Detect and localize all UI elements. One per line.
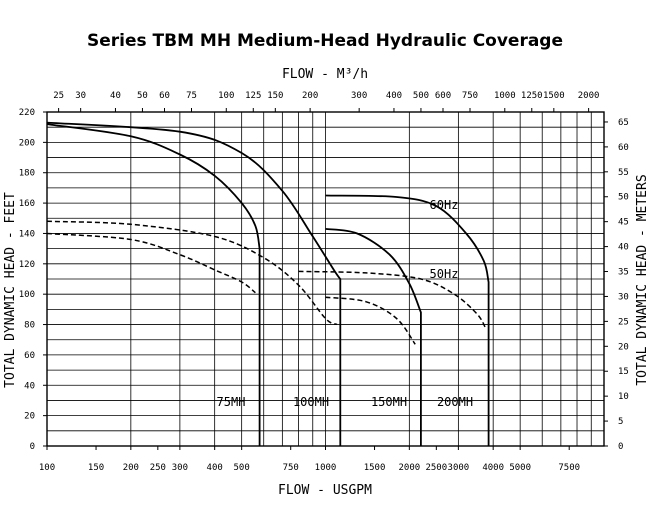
model-label-100mh: 100MH [293, 395, 329, 409]
x2-tick-label: 1250 [521, 91, 543, 101]
y2-tick-label: 45 [618, 218, 629, 228]
x-tick-label: 200 [123, 463, 139, 473]
ticks: 100 150 200 250 300 400 500 750 1000 1500 2000 2500… [19, 91, 629, 473]
x2-tick-label: 200 [302, 91, 318, 101]
frequency-label-60hz: 60Hz [430, 198, 459, 212]
curve-150mh-60hz [325, 228, 422, 446]
curve-100mh-50hz [46, 220, 338, 326]
curve-200mh-50hz [298, 270, 487, 328]
x2-tick-label: 500 [413, 91, 429, 101]
curves [46, 121, 490, 446]
x2-tick-label: 60 [159, 91, 170, 101]
x-tick-label: 400 [207, 463, 223, 473]
model-label-200mh: 200MH [437, 395, 473, 409]
x2-tick-label: 400 [386, 91, 402, 101]
y-tick-label: 200 [19, 138, 35, 148]
x2-tick-label: 50 [137, 91, 148, 101]
chart-title: Series TBM MH Medium-Head Hydraulic Cove… [87, 31, 563, 51]
curve-labels: 75MH 100MH 150MH 200MH 60Hz 50Hz [217, 198, 474, 409]
y-tick-label: 20 [24, 412, 35, 422]
x-tick-label: 500 [234, 463, 250, 473]
x2-tick-label: 2000 [578, 91, 600, 101]
y2-tick-label: 5 [618, 417, 623, 427]
x-tick-label: 5000 [509, 463, 531, 473]
x-tick-label: 7500 [558, 463, 580, 473]
x-tick-label: 250 [150, 463, 166, 473]
x-tick-label: 150 [88, 463, 104, 473]
x-tick-label: 2000 [398, 463, 420, 473]
y-tick-label: 140 [19, 229, 35, 239]
curve-75mh-50hz [46, 232, 256, 294]
y2-tick-label: 65 [618, 118, 629, 128]
x-tick-label: 3000 [448, 463, 470, 473]
y2-tick-label: 55 [618, 168, 629, 178]
x2-axis-title: FLOW - M³/h [282, 67, 368, 82]
y-tick-label: 220 [19, 108, 35, 118]
curve-200mh-60hz [325, 194, 490, 446]
x2-tick-label: 40 [110, 91, 121, 101]
y2-tick-label: 50 [618, 193, 629, 203]
x2-tick-label: 1000 [494, 91, 516, 101]
y-tick-label: 0 [30, 442, 35, 452]
y2-tick-label: 15 [618, 367, 629, 377]
y-tick-label: 100 [19, 290, 35, 300]
x2-tick-label: 125 [245, 91, 261, 101]
y-tick-label: 180 [19, 169, 35, 179]
x-tick-label: 2500 [425, 463, 447, 473]
x-tick-label: 1500 [364, 463, 386, 473]
curve-75mh-60hz [46, 123, 261, 446]
curve-150mh-50hz [325, 296, 416, 345]
y2-tick-label: 30 [618, 292, 629, 302]
x-tick-label: 750 [283, 463, 299, 473]
frequency-label-50hz: 50Hz [430, 267, 459, 281]
y2-tick-label: 40 [618, 243, 629, 253]
y-tick-label: 160 [19, 199, 35, 209]
y-tick-label: 120 [19, 260, 35, 270]
x2-tick-label: 100 [218, 91, 234, 101]
x2-tick-label: 30 [75, 91, 86, 101]
x-axis-title: FLOW - USGPM [278, 483, 372, 498]
model-label-75mh: 75MH [217, 395, 246, 409]
x-tick-label: 100 [39, 463, 55, 473]
x2-tick-label: 150 [267, 91, 283, 101]
y-tick-label: 80 [24, 321, 35, 331]
y-axis-title: TOTAL DYNAMIC HEAD - FEET [3, 192, 18, 388]
x2-tick-label: 75 [186, 91, 197, 101]
y2-tick-label: 20 [618, 342, 629, 352]
x2-tick-label: 300 [351, 91, 367, 101]
x2-tick-label: 25 [53, 91, 64, 101]
y2-tick-label: 35 [618, 268, 629, 278]
y2-tick-label: 25 [618, 317, 629, 327]
x-tick-label: 4000 [482, 463, 504, 473]
y-tick-label: 40 [24, 381, 35, 391]
y2-tick-label: 0 [618, 442, 623, 452]
plot-frame [46, 111, 605, 447]
y-tick-label: 60 [24, 351, 35, 361]
x2-tick-label: 750 [462, 91, 478, 101]
x2-tick-label: 600 [435, 91, 451, 101]
y2-tick-label: 10 [618, 392, 629, 402]
y2-tick-label: 60 [618, 143, 629, 153]
grid [47, 112, 604, 446]
x-tick-label: 300 [172, 463, 188, 473]
x2-tick-label: 1500 [543, 91, 565, 101]
model-label-150mh: 150MH [371, 395, 407, 409]
x-tick-label: 1000 [315, 463, 337, 473]
y2-axis-title: TOTAL DYNAMIC HEAD - METERS [635, 174, 650, 385]
